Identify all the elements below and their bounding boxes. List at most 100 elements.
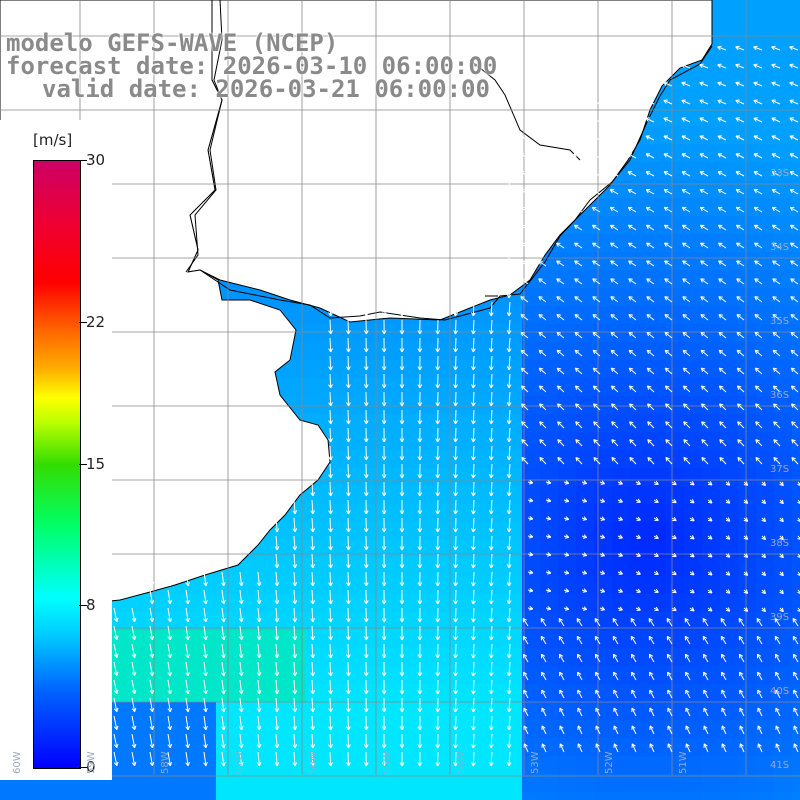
speed-cell xyxy=(396,360,414,378)
wind-arrow-head xyxy=(664,260,667,265)
wind-arrow xyxy=(664,278,673,285)
speed-cell xyxy=(396,612,414,630)
wind-arrow-head xyxy=(519,224,523,229)
wind-arrow-head xyxy=(645,100,649,104)
wind-arrow-head xyxy=(797,501,800,504)
wind-arrow-head xyxy=(508,564,512,569)
wind-arrow-head xyxy=(655,570,659,575)
wind-arrow-head xyxy=(537,171,541,176)
speed-cell xyxy=(648,612,666,630)
wind-arrow-head xyxy=(363,654,367,659)
wind-arrow-head xyxy=(241,600,244,605)
wind-arrow-head xyxy=(437,510,441,515)
speed-cell xyxy=(360,342,378,360)
speed-cell xyxy=(720,594,738,612)
speed-cell xyxy=(630,342,648,360)
speed-cell xyxy=(720,90,738,108)
wind-arrow-head xyxy=(556,367,560,372)
wind-arrow xyxy=(628,206,637,213)
wind-arrow-head xyxy=(508,582,512,587)
wind-arrow-head xyxy=(471,348,474,353)
wind-arrow-head xyxy=(417,636,421,641)
wind-arrow-head xyxy=(717,100,721,104)
wind-arrow-head xyxy=(506,240,510,245)
wind-arrow-head xyxy=(365,312,369,317)
wind-arrow-head xyxy=(221,672,225,677)
wind-arrow xyxy=(347,697,350,713)
wind-arrow xyxy=(293,715,296,730)
wind-arrow-head xyxy=(383,600,387,605)
wind-arrow xyxy=(454,715,457,731)
wind-arrow xyxy=(149,679,153,694)
wind-arrow-head xyxy=(455,600,458,605)
wind-arrow-head xyxy=(538,385,542,390)
wind-arrow-head xyxy=(472,510,476,515)
wind-arrow-head xyxy=(363,636,367,641)
wind-arrow-head xyxy=(528,482,534,485)
wind-arrow-head xyxy=(312,636,316,641)
speed-cell xyxy=(684,144,702,162)
wind-arrow-head xyxy=(471,510,474,515)
wind-arrow xyxy=(718,260,727,267)
wind-arrow-head xyxy=(185,582,189,587)
wind-arrow-head xyxy=(506,402,510,407)
wind-arrow xyxy=(508,355,511,370)
speed-cell xyxy=(360,684,378,702)
wind-arrow xyxy=(791,457,799,465)
wind-arrow xyxy=(508,679,511,694)
wind-arrow-head xyxy=(528,608,534,611)
speed-cell xyxy=(792,108,800,126)
wind-arrow-head xyxy=(763,571,766,576)
wind-arrow xyxy=(664,260,673,267)
wind-arrow-head xyxy=(773,439,778,442)
wind-arrow xyxy=(718,278,727,285)
speed-cell xyxy=(612,180,630,198)
wind-arrow-head xyxy=(649,689,654,693)
wind-arrow-head xyxy=(663,171,667,176)
speed-cell xyxy=(450,432,468,450)
wind-arrow xyxy=(520,260,529,267)
wind-arrow xyxy=(257,571,260,586)
wind-arrow-head xyxy=(455,366,458,371)
wind-arrow-head xyxy=(582,555,587,557)
wind-arrow xyxy=(774,618,781,627)
speed-cell xyxy=(198,702,216,720)
wind-arrow-head xyxy=(627,135,631,140)
wind-arrow-head xyxy=(508,726,512,731)
speed-cell xyxy=(414,396,432,414)
wind-arrow-head xyxy=(743,591,748,594)
wind-arrow-head xyxy=(601,498,606,503)
wind-arrow xyxy=(508,553,511,568)
wind-arrow xyxy=(275,679,278,694)
wind-arrow xyxy=(559,689,565,699)
wind-arrow-head xyxy=(419,438,423,443)
wind-arrow xyxy=(613,707,619,717)
speed-cell xyxy=(432,594,450,612)
wind-arrow-head xyxy=(753,171,757,176)
wind-arrow-head xyxy=(185,636,189,641)
speed-cell xyxy=(468,324,486,342)
wind-arrow-head xyxy=(691,589,695,594)
wind-arrow-head xyxy=(506,582,510,587)
speed-cell xyxy=(666,180,684,198)
wind-arrow xyxy=(520,242,529,249)
speed-cell xyxy=(378,360,396,378)
wind-arrow-head xyxy=(753,45,758,48)
wind-arrow-head xyxy=(471,474,474,479)
wind-arrow xyxy=(753,135,763,141)
wind-arrow-head xyxy=(557,456,562,460)
speed-cell xyxy=(360,486,378,504)
wind-arrow-head xyxy=(471,312,474,317)
wind-arrow-head xyxy=(435,510,439,515)
wind-arrow xyxy=(311,625,314,641)
wind-arrow-head xyxy=(508,276,512,281)
speed-cell xyxy=(360,774,378,792)
wind-arrow xyxy=(167,679,171,694)
wind-arrow-head xyxy=(521,421,524,426)
wind-arrow-head xyxy=(399,420,403,425)
wind-arrow xyxy=(789,64,799,69)
wind-arrow-head xyxy=(646,367,650,372)
wind-arrow xyxy=(311,589,314,605)
wind-arrow-head xyxy=(381,690,385,695)
speed-cell xyxy=(198,774,216,792)
